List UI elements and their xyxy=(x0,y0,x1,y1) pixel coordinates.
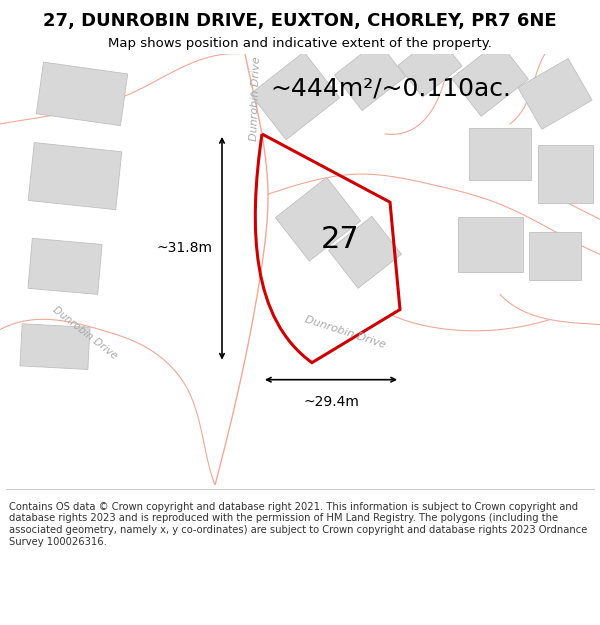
Text: Map shows position and indicative extent of the property.: Map shows position and indicative extent… xyxy=(108,36,492,49)
Text: ~444m²/~0.110ac.: ~444m²/~0.110ac. xyxy=(270,77,511,101)
Polygon shape xyxy=(334,41,406,111)
Polygon shape xyxy=(518,59,592,129)
Polygon shape xyxy=(275,177,361,261)
Polygon shape xyxy=(28,142,122,209)
Polygon shape xyxy=(20,324,90,369)
Polygon shape xyxy=(452,41,529,116)
Text: ~29.4m: ~29.4m xyxy=(303,395,359,409)
Text: Dunrobin Drive: Dunrobin Drive xyxy=(248,56,262,141)
Polygon shape xyxy=(329,216,401,288)
Polygon shape xyxy=(469,128,531,180)
Text: Dunrobin Drive: Dunrobin Drive xyxy=(303,315,387,351)
Polygon shape xyxy=(28,238,102,294)
Polygon shape xyxy=(250,52,340,140)
Polygon shape xyxy=(398,34,462,97)
Polygon shape xyxy=(529,232,581,281)
Text: 27: 27 xyxy=(320,225,359,254)
Text: Contains OS data © Crown copyright and database right 2021. This information is : Contains OS data © Crown copyright and d… xyxy=(9,502,587,547)
Text: Dunrobin Drive: Dunrobin Drive xyxy=(51,304,119,361)
Polygon shape xyxy=(458,217,523,272)
Text: 27, DUNROBIN DRIVE, EUXTON, CHORLEY, PR7 6NE: 27, DUNROBIN DRIVE, EUXTON, CHORLEY, PR7… xyxy=(43,12,557,30)
Polygon shape xyxy=(538,145,593,203)
Polygon shape xyxy=(36,62,128,126)
Text: ~31.8m: ~31.8m xyxy=(156,241,212,256)
